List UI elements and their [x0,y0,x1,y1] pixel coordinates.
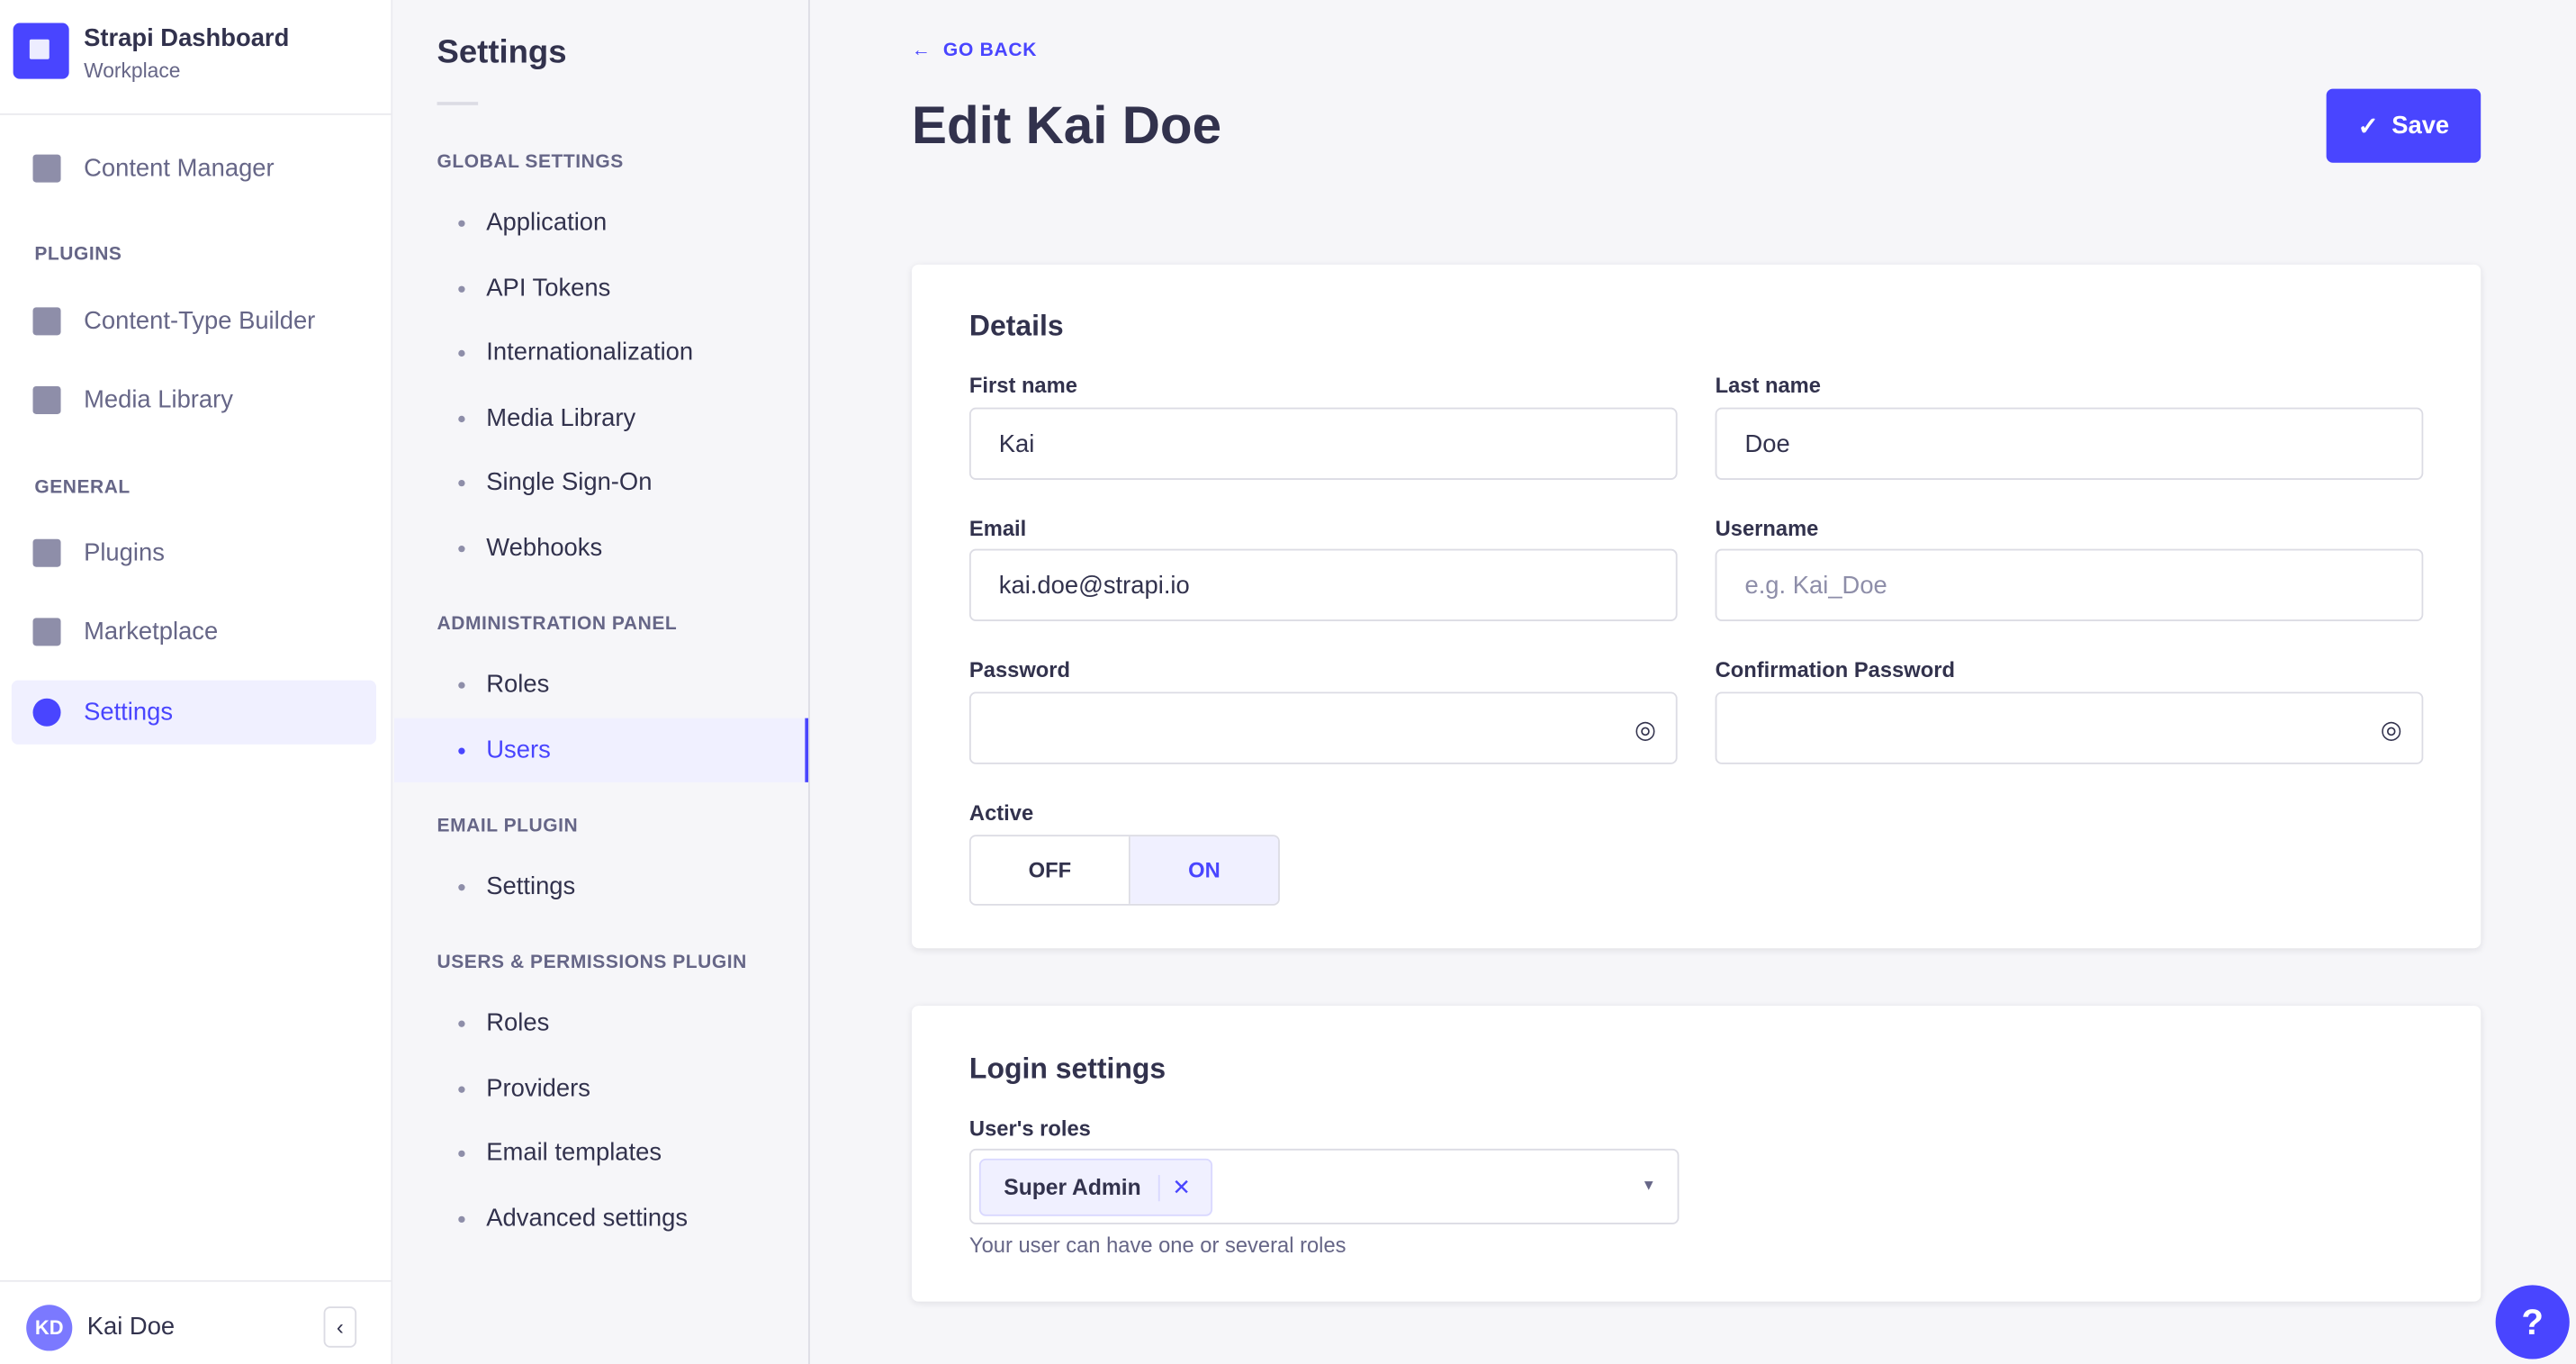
check-icon: ✓ [2357,113,2379,141]
settings-nav-item[interactable]: Users [394,717,809,781]
go-back-label: GO BACK [942,41,1038,61]
nav-label: Marketplace [84,618,219,646]
arrow-left-icon: ← [912,41,943,61]
save-label: Save [2391,112,2450,140]
sidebar-item-marketplace[interactable]: Marketplace [12,600,376,664]
details-heading: Details [968,309,1064,342]
puzzle-icon [32,538,61,567]
user-name[interactable]: Kai Doe [86,1313,176,1341]
username-input[interactable]: e.g. Kai_Doe [1715,548,2424,621]
toggle-off[interactable]: OFF [970,836,1130,904]
image-icon [32,385,61,414]
sidebar-item-settings[interactable]: Settings [11,680,376,745]
first-name-input[interactable]: Kai [968,407,1678,480]
settings-nav-item[interactable]: Application [394,191,808,255]
eye-off-icon[interactable]: ◎ [2380,716,2402,745]
brand-subtitle: Workplace [84,59,181,83]
strapi-logo-icon [13,23,69,79]
settings-nav-item[interactable]: Webhooks [394,515,808,579]
settings-nav-item[interactable]: Settings [394,854,808,918]
cart-icon [32,618,61,646]
settings-section-heading: USERS & PERMISSIONS PLUGIN [437,953,747,973]
login-settings-heading: Login settings [968,1052,1166,1085]
roles-label: User's roles [968,1116,1091,1141]
nav-label: Content Manager [84,154,275,183]
sidebar-item-media-library[interactable]: Media Library [12,368,376,432]
settings-nav-item[interactable]: Internationalization [394,321,808,384]
settings-nav-item[interactable]: Roles [394,653,808,717]
feather-icon [32,154,61,183]
confirm-password-label: Confirmation Password [1715,657,1955,682]
nav-label: Plugins [84,538,165,567]
chevron-left-icon: ‹ [336,1314,344,1340]
settings-section-heading: EMAIL PLUGIN [437,817,579,837]
role-tag-label: Super Admin [1004,1175,1141,1200]
settings-nav-item[interactable]: API Tokens [394,256,808,320]
page-title: Edit Kai Doe [912,95,1222,155]
go-back-link[interactable]: ← GO BACK [912,41,1037,61]
gear-icon [32,698,61,727]
settings-nav-item[interactable]: Advanced settings [394,1186,808,1250]
collapse-sidebar-button[interactable]: ‹ [323,1306,357,1348]
sidebar-item-plugins[interactable]: Plugins [12,521,376,585]
first-name-label: First name [968,373,1077,398]
settings-section-heading: ADMINISTRATION PANEL [437,614,678,635]
roles-hint: Your user can have one or several roles [968,1232,1347,1258]
nav-label: Content-Type Builder [84,307,316,336]
help-button[interactable]: ? [2495,1285,2570,1359]
nav-label: Media Library [84,385,233,414]
sidebar-item-content-manager[interactable]: Content Manager [12,136,376,200]
settings-section-heading: GLOBAL SETTINGS [437,152,624,173]
active-label: Active [968,799,1034,826]
settings-nav-item[interactable]: Roles [394,991,808,1055]
section-label-general: GENERAL [34,478,131,499]
roles-select[interactable]: Super Admin ✕ ▼ [968,1148,1680,1224]
active-toggle[interactable]: OFF ON [968,835,1280,906]
settings-nav-item[interactable]: Media Library [394,385,808,449]
section-label-plugins: PLUGINS [34,244,122,265]
role-tag: Super Admin ✕ [978,1158,1212,1216]
divider [437,102,479,105]
settings-nav-item[interactable]: Email templates [394,1121,808,1185]
password-label: Password [968,657,1071,682]
avatar[interactable]: KD [26,1305,73,1351]
username-label: Username [1715,516,1819,541]
toggle-on[interactable]: ON [1130,836,1279,904]
confirm-password-input[interactable]: ◎ [1715,691,2424,764]
sidebar-item-content-type-builder[interactable]: Content-Type Builder [12,289,376,353]
chevron-down-icon[interactable]: ▼ [1641,1176,1656,1194]
save-button[interactable]: ✓ Save [2326,88,2481,163]
eye-off-icon[interactable]: ◎ [1635,716,1656,745]
settings-nav-item[interactable]: Single Sign-On [394,450,808,514]
settings-nav-item[interactable]: Providers [394,1056,808,1120]
settings-title: Settings [437,34,567,71]
brand-title: Strapi Dashboard [84,24,290,53]
brand-header [0,0,392,115]
close-icon[interactable]: ✕ [1157,1174,1191,1201]
nav-label: Settings [84,698,174,727]
email-input[interactable]: kai.doe@strapi.io [968,548,1678,621]
last-name-label: Last name [1715,373,1822,398]
last-name-input[interactable]: Doe [1715,407,2424,480]
password-input[interactable]: ◎ [968,691,1678,764]
email-label: Email [968,516,1027,541]
layout-icon [32,307,61,336]
sidebar-footer [0,1279,392,1364]
